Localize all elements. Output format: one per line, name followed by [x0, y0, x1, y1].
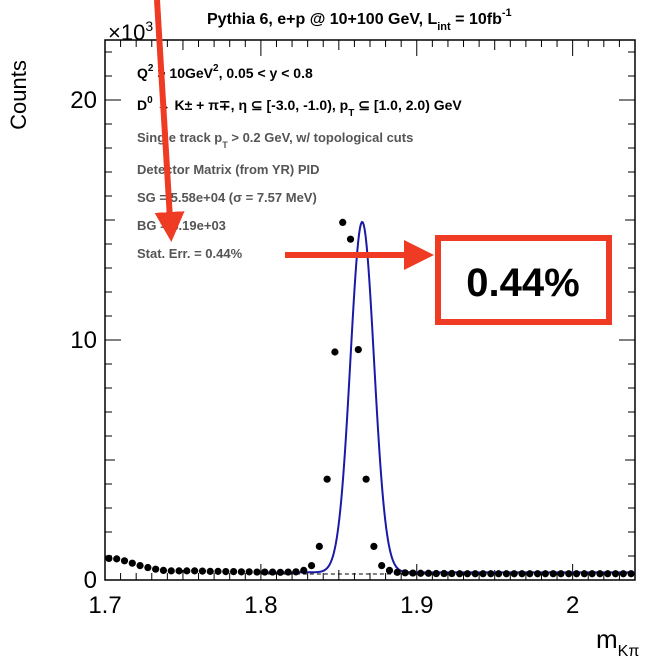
- data-point: [307, 562, 316, 570]
- data-point: [128, 559, 136, 567]
- data-point: [471, 570, 479, 578]
- y-axis-label: Counts: [6, 60, 31, 130]
- annotation-pid: Detector Matrix (from YR) PID: [137, 162, 320, 177]
- data-point: [401, 569, 409, 577]
- data-point: [393, 568, 401, 576]
- data-point: [557, 570, 565, 578]
- data-point: [409, 569, 417, 577]
- data-point: [284, 568, 292, 576]
- y-tick-label: 20: [70, 87, 97, 114]
- callout-text: 0.44%: [466, 261, 579, 305]
- axis-ticks: [104, 40, 636, 581]
- data-point: [276, 568, 284, 576]
- x-tick-label: 1.7: [88, 592, 121, 619]
- data-point: [487, 570, 495, 578]
- annotation-q2: Q2 > 10GeV2, 0.05 < y < 0.8: [137, 63, 313, 81]
- data-points: [105, 218, 635, 578]
- data-point: [440, 569, 448, 578]
- x-axis-label: mKπ: [596, 624, 639, 660]
- data-point: [424, 569, 433, 577]
- data-point: [300, 566, 308, 575]
- data-point: [346, 235, 355, 243]
- data-point: [533, 570, 542, 578]
- y-tick-label: 10: [70, 327, 97, 354]
- data-point: [214, 567, 222, 575]
- data-point: [167, 567, 175, 575]
- data-point: [136, 562, 144, 570]
- data-point: [120, 557, 129, 565]
- data-point: [362, 475, 370, 483]
- data-point: [183, 567, 191, 575]
- data-point: [315, 542, 323, 551]
- annotation-signal: SG = 5.58e+04 (σ = 7.57 MeV): [137, 190, 317, 205]
- data-point: [378, 562, 386, 570]
- data-point: [432, 569, 440, 578]
- annotation-track-cut: Single track pT > 0.2 GeV, w/ topologica…: [137, 130, 413, 150]
- data-point: [113, 555, 121, 563]
- data-point: [502, 570, 510, 578]
- callout-box: [435, 235, 612, 325]
- y-tick-label: 0: [84, 567, 97, 594]
- y-multiplier: ×103: [108, 18, 153, 45]
- data-point: [463, 570, 472, 578]
- data-point: [152, 565, 160, 573]
- annotation-background: BG = 3.19e+03: [137, 218, 226, 233]
- data-point: [253, 568, 261, 576]
- annotation-decay: D0 → K± + π∓, η ⊆ [-3.0, -1.0), pT ⊆ [1.…: [137, 95, 462, 119]
- data-point: [448, 569, 456, 578]
- data-point: [370, 542, 378, 551]
- data-point: [331, 348, 339, 356]
- data-point: [339, 218, 347, 226]
- data-point: [526, 570, 534, 578]
- data-point: [518, 570, 526, 578]
- data-point: [456, 570, 464, 578]
- annotation-block: Q2 > 10GeV2, 0.05 < y < 0.8 D0 → K± + π∓…: [137, 63, 462, 261]
- data-point: [245, 568, 253, 576]
- annotation-stat-error: Stat. Err. = 0.44%: [137, 246, 243, 261]
- data-point: [268, 568, 277, 576]
- data-point: [541, 570, 549, 578]
- data-point: [565, 570, 573, 578]
- x-tick-label: 1.8: [244, 592, 277, 619]
- data-point: [105, 554, 113, 563]
- data-point: [159, 566, 168, 575]
- data-point: [261, 568, 269, 576]
- chart-title: Pythia 6, e+p @ 10+100 GeV, Lint = 10fb-…: [207, 7, 512, 33]
- data-point: [354, 346, 362, 354]
- data-point: [611, 570, 620, 578]
- data-point: [549, 570, 557, 578]
- data-point: [175, 567, 183, 575]
- data-point: [588, 570, 596, 578]
- data-point: [572, 570, 581, 578]
- data-point: [627, 570, 635, 578]
- data-point: [596, 570, 604, 578]
- data-point: [619, 570, 627, 578]
- data-point: [230, 568, 238, 576]
- gaussian-fit-path: [260, 220, 635, 574]
- data-point: [479, 570, 487, 578]
- data-point: [510, 570, 518, 578]
- data-point: [604, 570, 612, 578]
- x-tick-label: 2: [566, 592, 579, 619]
- x-tick-label: 1.9: [400, 592, 433, 619]
- data-point: [237, 568, 245, 576]
- data-point: [206, 567, 214, 575]
- data-point: [495, 570, 503, 578]
- data-point: [580, 570, 588, 578]
- data-point: [144, 563, 152, 572]
- data-point: [323, 475, 331, 483]
- data-point: [385, 566, 394, 575]
- gaussian-fit-curve: [260, 220, 635, 574]
- data-point: [198, 567, 207, 575]
- data-point: [417, 569, 425, 577]
- data-point: [292, 568, 300, 576]
- data-point: [191, 567, 199, 575]
- top-arrow: [154, 0, 185, 242]
- data-point: [222, 568, 230, 576]
